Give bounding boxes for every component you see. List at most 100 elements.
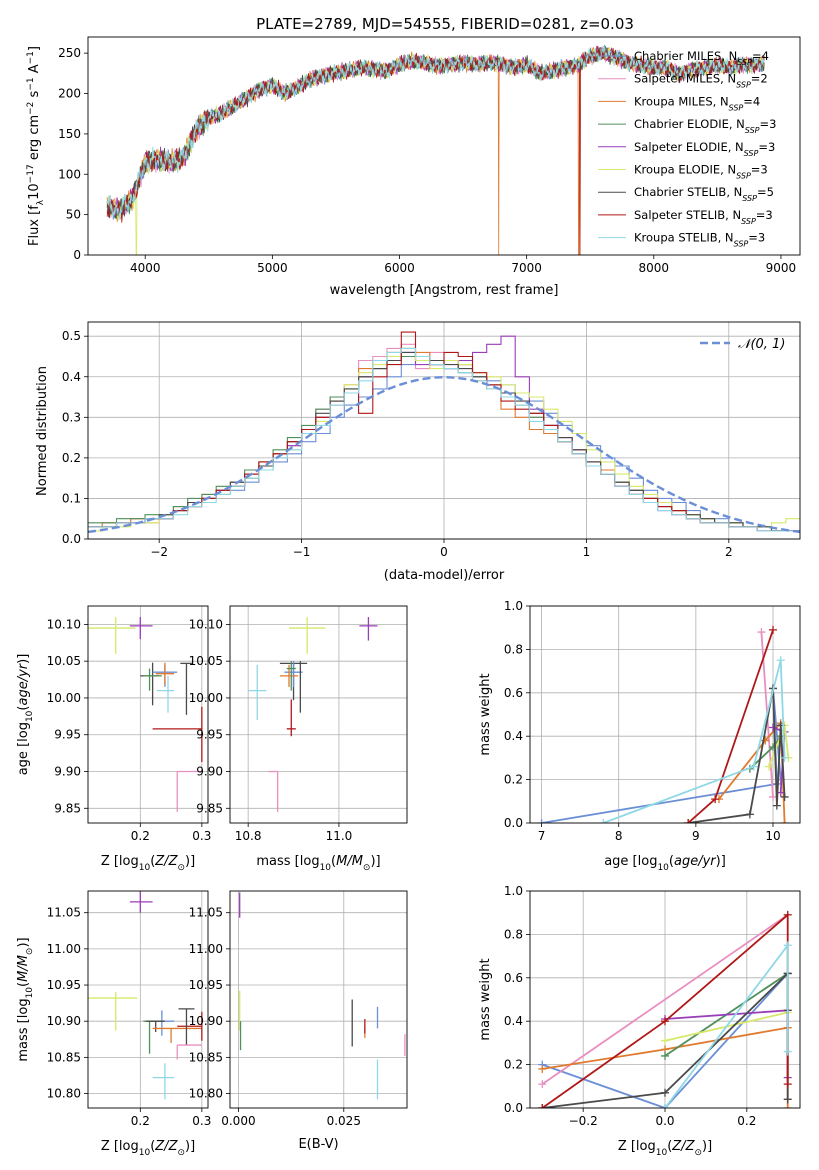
plus-marker: [783, 1080, 792, 1089]
y-tick-label: 0.5: [62, 329, 81, 343]
x-axis-label: Z [log10(Z/Z⊙)]: [101, 1139, 195, 1158]
plus-marker: [783, 910, 792, 919]
y-tick-label: 10.85: [47, 1050, 81, 1064]
y-tick-label: 10.80: [47, 1087, 81, 1101]
y-tick-label: 10.80: [189, 1087, 223, 1101]
y-tick-label: 100: [58, 167, 81, 181]
errorbar-point: [176, 1044, 202, 1060]
plus-marker: [538, 1080, 547, 1089]
y-axis-label: mass weight: [478, 958, 493, 1040]
plus-marker: [599, 819, 608, 823]
panel-age_vs_mass: 10.8 11.0 9.85 9.90 9.95 10.00 10.05 10.10 mass …: [189, 605, 408, 873]
legend-label: Salpeter ELODIE, NSSP=3: [634, 140, 775, 158]
errorbar-point: [88, 617, 136, 654]
x-tick-label: 0: [440, 545, 448, 559]
x-tick-label: 0.3: [192, 829, 211, 843]
y-tick-label: 10.05: [47, 654, 81, 668]
x-axis-label: wavelength [Angstrom, rest frame]: [330, 283, 559, 298]
errorbar-point: [143, 1020, 162, 1054]
x-tick-label: 8000: [639, 261, 670, 275]
legend-label: 𝒩(0, 1): [738, 337, 785, 352]
y-tick-label: 0.2: [504, 1058, 523, 1072]
y-tick-label: 0.2: [62, 451, 81, 465]
plus-marker: [769, 625, 777, 634]
y-tick-label: 200: [58, 87, 81, 101]
x-axis-label: Z [log10(Z/Z⊙)]: [101, 854, 195, 873]
plus-marker: [749, 762, 758, 771]
x-tick-label: 0.2: [131, 829, 150, 843]
x-tick-label: 0.0: [655, 1114, 674, 1128]
errorbar-point: [177, 1011, 203, 1041]
errorbar-point: [152, 1063, 175, 1100]
y-tick-label: 9.90: [196, 765, 223, 779]
legend-label: Kroupa STELIB, NSSP=3: [634, 231, 765, 249]
plus-marker: [661, 1051, 669, 1060]
plus-marker: [661, 1036, 669, 1045]
plus-marker: [661, 1104, 669, 1108]
errorbar-point: [129, 617, 153, 640]
errorbar-point: [286, 699, 296, 737]
plus-marker: [772, 801, 781, 810]
legend-label: Kroupa MILES, NSSP=4: [634, 94, 760, 112]
panel-residuals: −2 −1 0 1 2 0.0 0.1 0.2 0.3 0.4 0.5 𝒩(0, 1) (data-mo…: [35, 321, 801, 583]
plus-marker: [783, 1095, 792, 1104]
y-tick-label: 0.6: [504, 971, 523, 985]
y-tick-label: 10.00: [47, 691, 81, 705]
errorbar-point: [155, 662, 175, 685]
errorbar-point: [129, 891, 153, 913]
errorbar-point: [268, 770, 279, 812]
y-tick-label: 9.85: [54, 801, 81, 815]
errorbar-point: [146, 1020, 165, 1033]
panel-age_vs_z: 0.2 0.3 9.85 9.90 9.95 10.00 10.05 10.10 Z [log1…: [16, 605, 211, 873]
series-salpeter-elodie: [661, 1006, 792, 1082]
axes-frame: [529, 605, 801, 824]
panel-spectrum: 4000 5000 6000 7000 8000 9000 0 50 100 150 200 250 C…: [26, 36, 801, 298]
y-tick-label: 9.95: [196, 728, 223, 742]
plus-marker: [780, 753, 789, 762]
x-tick-label: 2: [725, 545, 733, 559]
errorbar-point: [180, 662, 193, 715]
y-tick-label: 10.10: [189, 617, 223, 631]
y-tick-label: 9.85: [196, 801, 223, 815]
y-tick-label: 0.4: [62, 370, 81, 384]
plus-marker: [684, 819, 693, 823]
x-tick-label: −2: [150, 545, 168, 559]
x-tick-label: 8: [615, 829, 623, 843]
y-tick-label: 0.2: [504, 773, 523, 787]
x-tick-label: 0.2: [131, 1114, 150, 1128]
series-kroupa-stelib: [661, 941, 792, 1108]
x-tick-label: −1: [293, 545, 311, 559]
x-tick-label: 7000: [511, 261, 542, 275]
panel-mass_vs_ebv: 0.000 0.025 10.80 10.85 10.90 10.95 11.00 11.05…: [189, 890, 408, 1152]
y-tick-label: 0.0: [504, 816, 523, 830]
plus-marker: [661, 1088, 669, 1097]
y-tick-label: 150: [58, 127, 81, 141]
y-tick-label: 9.90: [54, 765, 81, 779]
plus-marker: [537, 819, 546, 823]
y-tick-label: 11.05: [47, 906, 81, 920]
x-tick-label: 4000: [130, 261, 161, 275]
y-tick-label: 10.10: [47, 617, 81, 631]
x-tick-label: 0.3: [192, 1114, 211, 1128]
y-tick-label: 1.0: [504, 884, 523, 898]
plus-marker: [780, 819, 789, 823]
y-tick-label: 0.1: [62, 491, 81, 505]
errorbar-point: [152, 1027, 202, 1043]
x-tick-label: 1: [583, 545, 591, 559]
plus-marker: [765, 762, 774, 771]
plus-marker: [661, 1017, 669, 1026]
x-tick-label: 0.025: [327, 1114, 361, 1128]
y-tick-label: 0.3: [62, 410, 81, 424]
errorbar-point: [359, 617, 378, 641]
y-tick-label: 0.8: [504, 927, 523, 941]
panel-massweight_vs_age: 7 8 9 10 0.0 0.2 0.4 0.6 0.8 1.0 age [log10(age/yr…: [478, 599, 801, 873]
x-axis-label: age [log10(age/yr)]: [604, 854, 726, 873]
y-tick-label: 10.95: [47, 978, 81, 992]
x-axis-label: (data-model)/error: [384, 568, 505, 583]
x-axis-label: Z [log10(Z/Z⊙)]: [618, 1139, 712, 1158]
y-tick-label: 10.05: [189, 654, 223, 668]
legend-label: Kroupa ELODIE, NSSP=3: [634, 163, 768, 181]
plus-marker: [538, 1104, 547, 1108]
series-line: [541, 688, 782, 823]
